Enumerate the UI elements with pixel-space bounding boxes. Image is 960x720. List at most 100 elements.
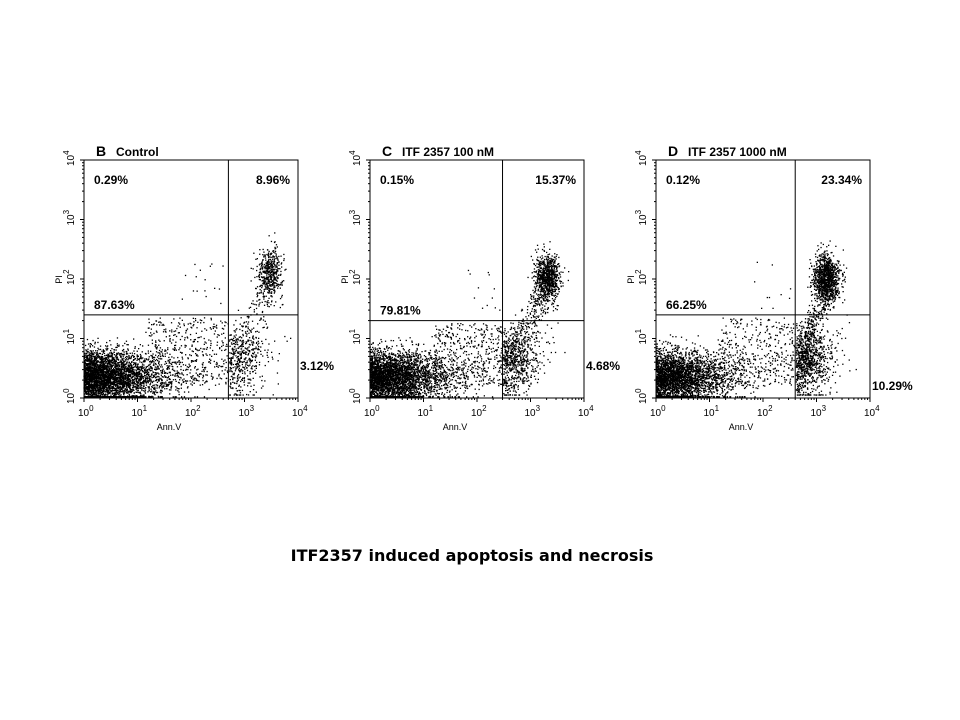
- data-point: [101, 355, 103, 358]
- data-point: [189, 354, 191, 356]
- data-point: [129, 352, 131, 354]
- data-point: [126, 352, 128, 354]
- data-point: [105, 359, 107, 361]
- data-point: [132, 389, 134, 391]
- data-point: [164, 383, 166, 385]
- data-point: [89, 374, 91, 376]
- data-point: [141, 384, 143, 386]
- data-point: [99, 388, 102, 390]
- data-point: [267, 281, 269, 283]
- data-point: [267, 263, 269, 265]
- data-point: [126, 377, 129, 380]
- data-point: [171, 356, 173, 358]
- data-point: [262, 270, 264, 272]
- data-point: [244, 365, 247, 367]
- data-point: [151, 355, 153, 357]
- data-point: [119, 381, 121, 383]
- data-point: [248, 337, 251, 339]
- data-point: [187, 358, 189, 360]
- data-point: [123, 389, 125, 392]
- data-point: [263, 280, 265, 282]
- data-point: [122, 378, 124, 380]
- data-point: [162, 381, 164, 384]
- data-point: [219, 377, 221, 379]
- data-point: [256, 293, 258, 295]
- data-point: [154, 356, 156, 359]
- data-point: [164, 355, 166, 357]
- data-point: [105, 396, 108, 398]
- data-point: [125, 396, 127, 398]
- data-point: [244, 352, 246, 354]
- data-point: [156, 376, 158, 378]
- data-point: [105, 391, 107, 393]
- data-point: [165, 381, 167, 383]
- data-point: [118, 345, 120, 347]
- data-point: [166, 379, 168, 381]
- data-point: [100, 357, 103, 359]
- data-point: [128, 373, 130, 375]
- data-point: [160, 381, 162, 384]
- data-point: [197, 368, 199, 370]
- data-point: [268, 281, 270, 283]
- data-point: [141, 388, 143, 390]
- data-point: [112, 376, 115, 379]
- data-point: [259, 298, 261, 301]
- data-point: [244, 368, 246, 370]
- data-point: [134, 346, 136, 348]
- data-point: [100, 365, 102, 367]
- data-point: [94, 394, 96, 396]
- data-point: [237, 338, 239, 340]
- data-point: [210, 375, 213, 377]
- data-point: [269, 254, 271, 256]
- data-point: [133, 370, 135, 372]
- data-point: [121, 368, 123, 371]
- data-point: [106, 348, 108, 350]
- data-point: [140, 368, 143, 371]
- data-point: [132, 364, 135, 366]
- data-point: [268, 261, 271, 263]
- data-point: [204, 341, 206, 343]
- data-point: [118, 370, 120, 372]
- data-point: [120, 374, 122, 376]
- data-point: [243, 378, 245, 380]
- data-point: [167, 385, 169, 387]
- data-point: [123, 362, 125, 364]
- data-point: [135, 396, 137, 398]
- data-point: [185, 380, 187, 382]
- data-point: [270, 271, 273, 274]
- data-point: [271, 288, 273, 290]
- data-point: [173, 318, 175, 320]
- data-point: [130, 365, 132, 367]
- data-point: [147, 327, 149, 329]
- data-point: [157, 379, 160, 381]
- data-point: [113, 369, 116, 371]
- data-point: [154, 368, 156, 370]
- data-point: [84, 388, 86, 390]
- data-point: [151, 361, 153, 363]
- data-point: [120, 387, 122, 389]
- data-point: [269, 275, 271, 278]
- data-point: [128, 378, 131, 380]
- data-point: [116, 396, 118, 398]
- data-point: [224, 369, 226, 371]
- data-point: [234, 350, 236, 352]
- data-point: [129, 382, 131, 384]
- data-point: [108, 363, 110, 365]
- data-point: [174, 334, 176, 336]
- data-point: [112, 358, 114, 360]
- data-point: [122, 390, 124, 392]
- data-point: [115, 359, 117, 361]
- data-point: [272, 394, 274, 396]
- data-point: [105, 376, 107, 378]
- data-point: [268, 266, 270, 268]
- data-point: [197, 375, 199, 377]
- data-point: [100, 388, 102, 391]
- data-point: [250, 379, 252, 381]
- data-point: [159, 378, 161, 380]
- data-point: [274, 246, 276, 249]
- data-point: [129, 381, 131, 383]
- data-point: [118, 390, 120, 392]
- data-point: [111, 393, 114, 395]
- data-point: [176, 361, 178, 363]
- data-point: [132, 373, 134, 375]
